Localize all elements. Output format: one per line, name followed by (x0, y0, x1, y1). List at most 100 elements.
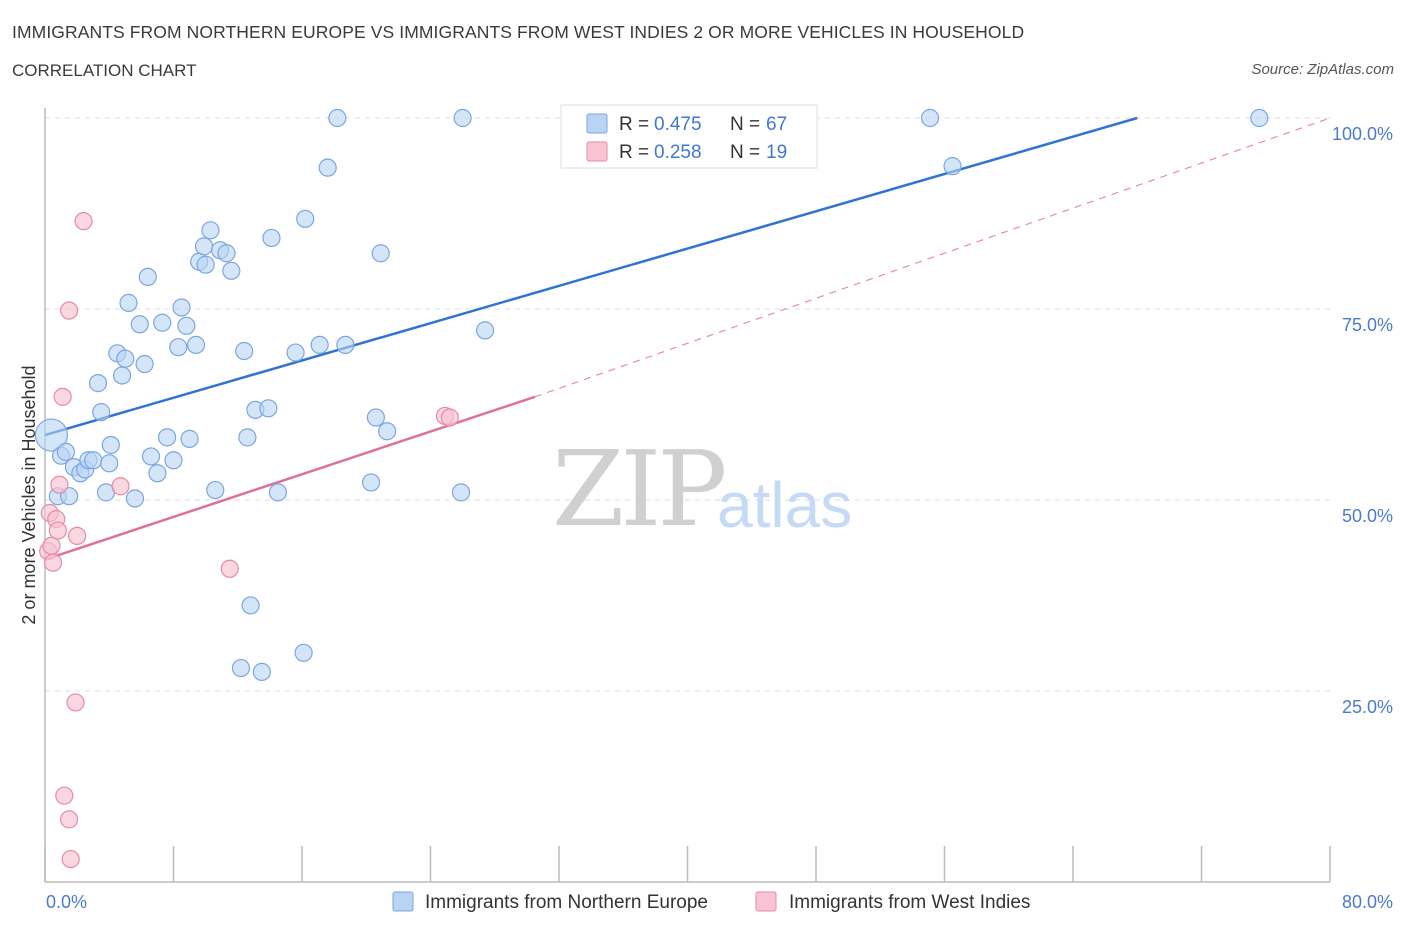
point-northern-europe (88, 374, 108, 393)
point-west-indies (440, 408, 459, 427)
point-northern-europe (153, 313, 172, 332)
x-tick-label-max: 80.0% (1342, 892, 1393, 912)
y-tick-label: 100.0% (1332, 124, 1393, 144)
legend-r-label-1: R = (619, 114, 649, 135)
data-points (34, 108, 1269, 869)
point-west-indies (42, 536, 61, 555)
point-west-indies (50, 475, 69, 494)
point-northern-europe (148, 464, 167, 483)
point-northern-europe (238, 428, 257, 447)
bottom-legend-swatch-northern-europe (392, 891, 414, 912)
point-west-indies (48, 521, 67, 540)
point-northern-europe (177, 316, 196, 335)
point-northern-europe (1250, 108, 1269, 128)
legend-n-value-1: 67 (766, 114, 787, 135)
legend-r-value-1: 0.475 (654, 114, 702, 135)
point-northern-europe (235, 341, 254, 361)
point-northern-europe (231, 658, 251, 678)
point-northern-europe (318, 158, 337, 177)
point-northern-europe (125, 489, 145, 508)
source-credit: Source: ZipAtlas.com (1251, 61, 1394, 78)
grid-lines (45, 117, 1330, 692)
legend-n-value-2: 19 (766, 142, 787, 163)
point-west-indies (111, 477, 130, 496)
point-west-indies (220, 559, 239, 578)
point-northern-europe (371, 244, 390, 263)
point-northern-europe (130, 315, 149, 334)
point-northern-europe (164, 451, 183, 470)
point-northern-europe (100, 454, 119, 473)
point-northern-europe (141, 447, 161, 466)
point-west-indies (59, 301, 79, 320)
point-northern-europe (112, 366, 132, 385)
point-northern-europe (286, 343, 305, 362)
point-northern-europe (180, 429, 199, 448)
point-northern-europe (252, 662, 271, 682)
point-northern-europe (294, 643, 313, 662)
point-west-indies (53, 387, 72, 406)
y-tick-label: 75.0% (1342, 315, 1393, 335)
legend-n-label-1: N = (730, 114, 760, 135)
point-northern-europe (451, 483, 471, 502)
point-northern-europe (119, 293, 138, 312)
legend-swatch-west-indies (586, 141, 608, 162)
point-west-indies (43, 553, 63, 572)
point-northern-europe (196, 255, 215, 274)
point-northern-europe (336, 335, 355, 355)
point-west-indies (74, 212, 93, 231)
point-northern-europe (366, 408, 385, 427)
correlation-legend: R = 0.475 N = 67 R = 0.258 N = 19 (560, 104, 818, 169)
point-northern-europe (135, 354, 154, 374)
point-northern-europe (328, 108, 347, 128)
point-northern-europe (378, 422, 397, 441)
legend-r-label-2: R = (619, 142, 649, 163)
point-northern-europe (157, 428, 177, 447)
point-west-indies (55, 786, 74, 805)
point-northern-europe (101, 435, 120, 455)
legend-swatch-northern-europe (586, 113, 608, 134)
point-west-indies (66, 693, 85, 712)
watermark: ZIP atlas (552, 428, 852, 550)
chart-title: IMMIGRANTS FROM NORTHERN EUROPE VS IMMIG… (12, 22, 1025, 42)
point-northern-europe (194, 237, 214, 256)
y-tick-label: 50.0% (1342, 506, 1393, 526)
point-northern-europe (56, 442, 75, 461)
trend-line-west-indies-extension (534, 117, 1331, 398)
point-northern-europe (201, 221, 220, 240)
point-northern-europe (172, 298, 191, 317)
point-northern-europe (34, 418, 69, 452)
y-tick-labels: 25.0% 50.0% 75.0% 100.0% (1332, 124, 1393, 717)
point-northern-europe (241, 596, 260, 615)
chart-subtitle: CORRELATION CHART (12, 61, 197, 80)
point-northern-europe (92, 403, 111, 422)
point-northern-europe (138, 267, 157, 287)
watermark-zip: ZIP (552, 428, 724, 550)
point-northern-europe (453, 108, 472, 128)
x-tick-label-min: 0.0% (46, 892, 87, 912)
bottom-legend-swatch-west-indies (755, 891, 777, 912)
legend-n-label-2: N = (730, 142, 760, 163)
point-northern-europe (116, 349, 135, 368)
point-northern-europe (476, 321, 495, 340)
point-northern-europe (186, 335, 206, 355)
point-northern-europe (296, 209, 315, 228)
y-axis-label: 2 or more Vehicles in Household (19, 365, 39, 624)
point-west-indies (68, 526, 87, 546)
point-northern-europe (310, 335, 329, 355)
point-northern-europe (222, 261, 241, 280)
y-tick-label: 25.0% (1342, 697, 1393, 717)
point-northern-europe (943, 157, 962, 176)
point-northern-europe (169, 338, 188, 357)
axes (44, 108, 1331, 883)
point-west-indies (59, 810, 79, 829)
bottom-legend-label-northern-europe: Immigrants from Northern Europe (425, 892, 708, 913)
point-northern-europe (206, 480, 225, 500)
point-northern-europe (920, 108, 940, 128)
legend-r-value-2: 0.258 (654, 142, 702, 163)
point-west-indies (61, 849, 80, 869)
watermark-atlas: atlas (717, 469, 852, 541)
bottom-legend-label-west-indies: Immigrants from West Indies (789, 892, 1030, 913)
point-northern-europe (361, 473, 381, 492)
point-northern-europe (84, 451, 103, 470)
series-legend: Immigrants from Northern Europe Immigran… (392, 891, 1030, 913)
